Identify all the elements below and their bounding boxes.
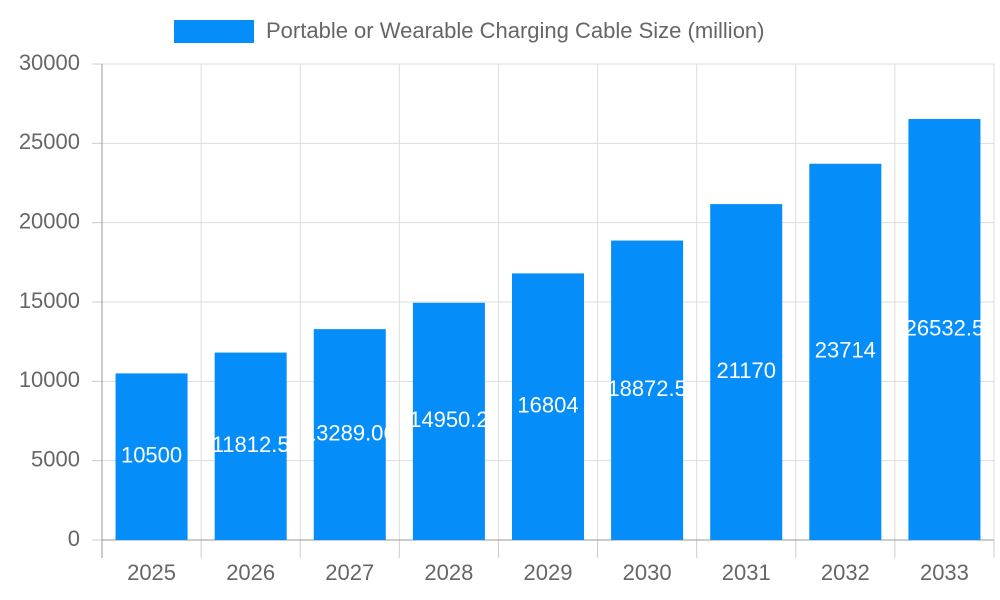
y-tick-label: 25000 bbox=[19, 129, 80, 154]
legend-swatch bbox=[174, 20, 254, 43]
y-tick-label: 15000 bbox=[19, 288, 80, 313]
bar bbox=[115, 373, 188, 540]
x-tick-label: 2030 bbox=[623, 560, 672, 585]
x-tick-label: 2028 bbox=[424, 560, 473, 585]
data-label: 26532.5 bbox=[905, 315, 985, 340]
data-label: 13289.06 bbox=[304, 420, 396, 445]
y-tick-label: 0 bbox=[68, 526, 80, 551]
bar bbox=[710, 204, 783, 540]
x-tick-label: 2032 bbox=[821, 560, 870, 585]
bar bbox=[412, 302, 485, 540]
data-label: 11812.5 bbox=[212, 432, 290, 457]
data-label: 14950.2 bbox=[409, 407, 489, 432]
y-tick-label: 5000 bbox=[31, 446, 80, 471]
bar bbox=[809, 163, 882, 541]
legend-label: Portable or Wearable Charging Cable Size… bbox=[266, 18, 765, 43]
bar bbox=[611, 240, 684, 540]
y-tick-label: 10000 bbox=[19, 367, 80, 392]
bar bbox=[313, 329, 386, 540]
x-tick-label: 2029 bbox=[524, 560, 573, 585]
data-label: 18872.5 bbox=[607, 376, 687, 401]
data-label: 16804 bbox=[517, 393, 578, 418]
bar bbox=[214, 352, 287, 540]
x-tick-label: 2033 bbox=[920, 560, 969, 585]
x-tick-label: 2025 bbox=[127, 560, 176, 585]
data-label: 21170 bbox=[716, 358, 776, 383]
data-label: 10500 bbox=[121, 443, 182, 468]
bar bbox=[908, 119, 981, 540]
x-tick-label: 2031 bbox=[722, 560, 771, 585]
y-tick-label: 20000 bbox=[19, 208, 80, 233]
x-tick-label: 2026 bbox=[226, 560, 275, 585]
bar bbox=[512, 273, 584, 540]
data-label: 23714 bbox=[815, 338, 876, 363]
y-tick-label: 30000 bbox=[19, 50, 80, 75]
x-tick-label: 2027 bbox=[325, 560, 374, 585]
